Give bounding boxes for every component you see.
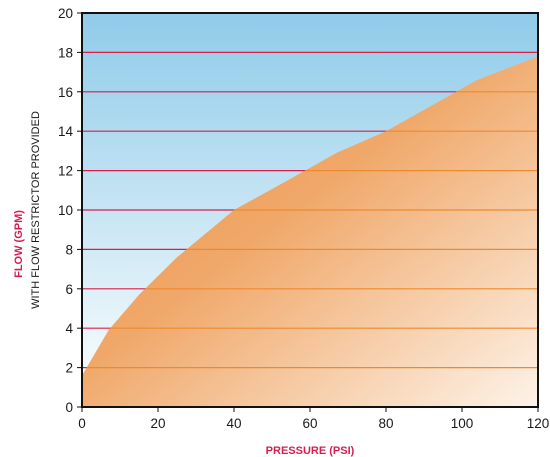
y-axis-subtitle: WITH FLOW RESTRICTOR PROVIDED [30, 111, 42, 309]
y-tick-label: 18 [58, 45, 73, 60]
x-axis-ticks: 0 20 40 60 80 100 120 [78, 407, 549, 431]
y-axis-ticks: 0 2 4 6 8 10 12 14 16 18 20 [58, 6, 82, 415]
y-tick-label: 10 [58, 203, 73, 218]
y-tick-label: 4 [65, 321, 73, 336]
x-tick-label: 40 [226, 416, 241, 431]
y-tick-label: 8 [65, 242, 73, 257]
y-tick-label: 14 [58, 124, 74, 139]
x-tick-label: 80 [378, 416, 393, 431]
y-tick-label: 6 [65, 282, 73, 297]
x-tick-label: 100 [451, 416, 474, 431]
y-axis-title: FLOW (GPM) [13, 210, 25, 278]
y-tick-label: 16 [58, 85, 73, 100]
y-tick-label: 12 [58, 164, 73, 179]
x-tick-label: 20 [150, 416, 165, 431]
flow-area [82, 56, 538, 408]
y-tick-label: 2 [65, 361, 73, 376]
x-tick-label: 60 [302, 416, 317, 431]
x-tick-label: 0 [78, 416, 86, 431]
x-tick-label: 120 [527, 416, 550, 431]
y-tick-label: 20 [58, 6, 73, 21]
y-tick-label: 0 [65, 400, 73, 415]
x-axis-title: PRESSURE (PSI) [266, 445, 355, 457]
